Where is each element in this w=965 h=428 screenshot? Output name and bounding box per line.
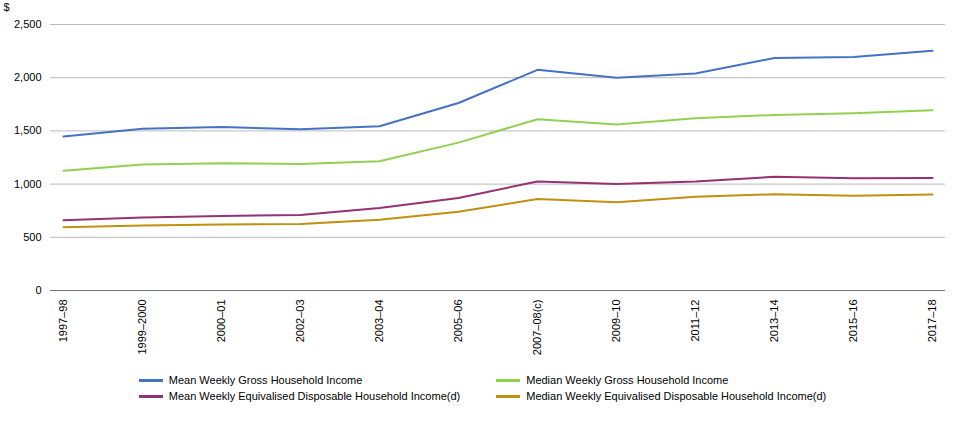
svg-text:2000–01: 2000–01 (215, 300, 227, 343)
svg-text:1997–98: 1997–98 (57, 300, 69, 343)
svg-text:2,000: 2,000 (14, 71, 42, 83)
html-text:Median Weekly Equivalised Disp: Median Weekly Equivalised Disposable Hou… (526, 390, 827, 402)
svg-text:2017–18: 2017–18 (926, 300, 938, 343)
svg-text:2009–10: 2009–10 (610, 300, 622, 343)
svg-text:0: 0 (35, 284, 41, 296)
svg-text:2,500: 2,500 (14, 18, 42, 30)
svg-text:2005–06: 2005–06 (452, 300, 464, 343)
svg-text:2003–04: 2003–04 (373, 300, 385, 343)
html-text:Median Weekly Gross Household: Median Weekly Gross Household Income (526, 374, 729, 386)
html-text:Mean Weekly Gross Household In: Mean Weekly Gross Household Income (168, 374, 363, 386)
svg-text:2011–12: 2011–12 (689, 300, 701, 342)
svg-text:2013–14: 2013–14 (768, 300, 780, 343)
svg-text:2015–16: 2015–16 (847, 300, 859, 343)
svg-text:1999–2000: 1999–2000 (136, 300, 148, 355)
html-text:Mean Weekly Equivalised Dispos: Mean Weekly Equivalised Disposable House… (168, 390, 461, 402)
svg-text:2007–08(c): 2007–08(c) (531, 300, 543, 356)
svg-text:2002–03: 2002–03 (294, 300, 306, 343)
svg-text:1,000: 1,000 (14, 178, 42, 190)
svg-text:1,500: 1,500 (14, 124, 42, 136)
svg-text:500: 500 (23, 231, 41, 243)
svg-text:$: $ (4, 1, 10, 13)
